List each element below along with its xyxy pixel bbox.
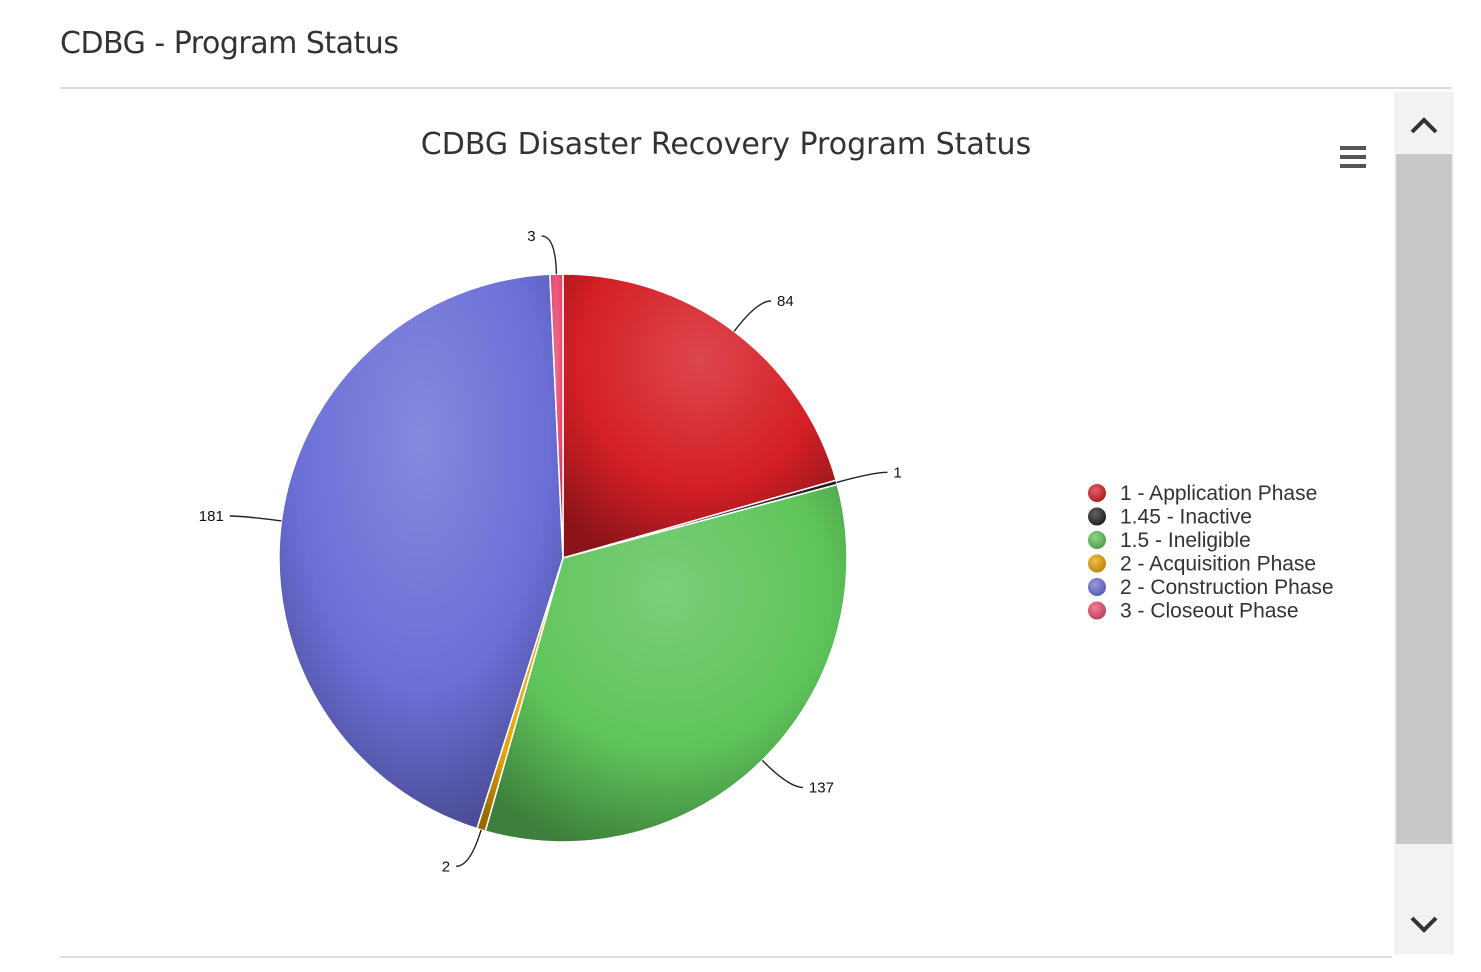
legend-marker bbox=[1088, 484, 1106, 502]
legend-item-2-construction-phase[interactable]: 2 - Construction Phase bbox=[1088, 576, 1334, 599]
legend-item-3-closeout-phase[interactable]: 3 - Closeout Phase bbox=[1088, 600, 1299, 623]
legend-label: 2 - Acquisition Phase bbox=[1120, 553, 1316, 576]
legend-marker bbox=[1088, 507, 1106, 526]
data-label-connector bbox=[456, 829, 482, 867]
legend-label: 3 - Closeout Phase bbox=[1120, 600, 1299, 623]
legend-label: 1 - Application Phase bbox=[1120, 482, 1317, 505]
data-label-connector bbox=[229, 515, 282, 522]
pie-data-labels: 84 1 137 2 181 3 bbox=[199, 228, 902, 875]
legend-label: 1.5 - Ineligible bbox=[1120, 529, 1251, 552]
legend-item-1-5-ineligible[interactable]: 1.5 - Ineligible bbox=[1088, 529, 1251, 552]
data-label-connector bbox=[836, 471, 888, 484]
legend-item-1-45-inactive[interactable]: 1.45 - Inactive bbox=[1088, 506, 1252, 529]
data-label-connector bbox=[761, 759, 803, 789]
data-label-connector bbox=[541, 235, 558, 275]
pie-slice-1-application-phase[interactable] bbox=[562, 273, 838, 559]
chevron-down-icon bbox=[1410, 916, 1438, 933]
legend-marker bbox=[1088, 531, 1106, 549]
divider bbox=[60, 956, 1392, 958]
data-label-connector bbox=[733, 300, 772, 332]
scrollbar[interactable] bbox=[1394, 92, 1454, 954]
legend-marker bbox=[1088, 601, 1106, 620]
chart-menu-button[interactable] bbox=[1336, 140, 1370, 174]
data-label: 137 bbox=[809, 779, 834, 796]
divider bbox=[60, 87, 1452, 89]
data-label: 84 bbox=[777, 293, 794, 310]
legend-marker bbox=[1088, 554, 1106, 573]
pie-slice-2-construction-phase[interactable] bbox=[278, 273, 564, 830]
data-label: 3 bbox=[527, 228, 535, 245]
legend-item-2-acquisition-phase[interactable]: 2 - Acquisition Phase bbox=[1088, 553, 1316, 576]
scroll-up-button[interactable] bbox=[1394, 92, 1454, 154]
hamburger-menu-icon bbox=[1340, 146, 1366, 168]
data-label: 2 bbox=[442, 858, 450, 875]
legend-label: 1.45 - Inactive bbox=[1120, 506, 1252, 529]
data-label: 181 bbox=[199, 508, 224, 525]
pie-slices bbox=[278, 273, 848, 843]
legend-label: 2 - Construction Phase bbox=[1120, 576, 1334, 599]
scrollbar-thumb[interactable] bbox=[1396, 154, 1452, 844]
panel-title: CDBG - Program Status bbox=[60, 26, 399, 61]
scroll-down-button[interactable] bbox=[1394, 892, 1454, 954]
legend-marker bbox=[1088, 578, 1106, 596]
pie-chart: CDBG Disaster Recovery Program Status 84… bbox=[60, 92, 1392, 954]
legend-item-1-application-phase[interactable]: 1 - Application Phase bbox=[1088, 482, 1317, 505]
data-label: 1 bbox=[893, 464, 901, 481]
chevron-up-icon bbox=[1410, 117, 1438, 134]
chart-title: CDBG Disaster Recovery Program Status bbox=[421, 127, 1031, 162]
pie-slice-1-5-ineligible[interactable] bbox=[484, 483, 848, 843]
